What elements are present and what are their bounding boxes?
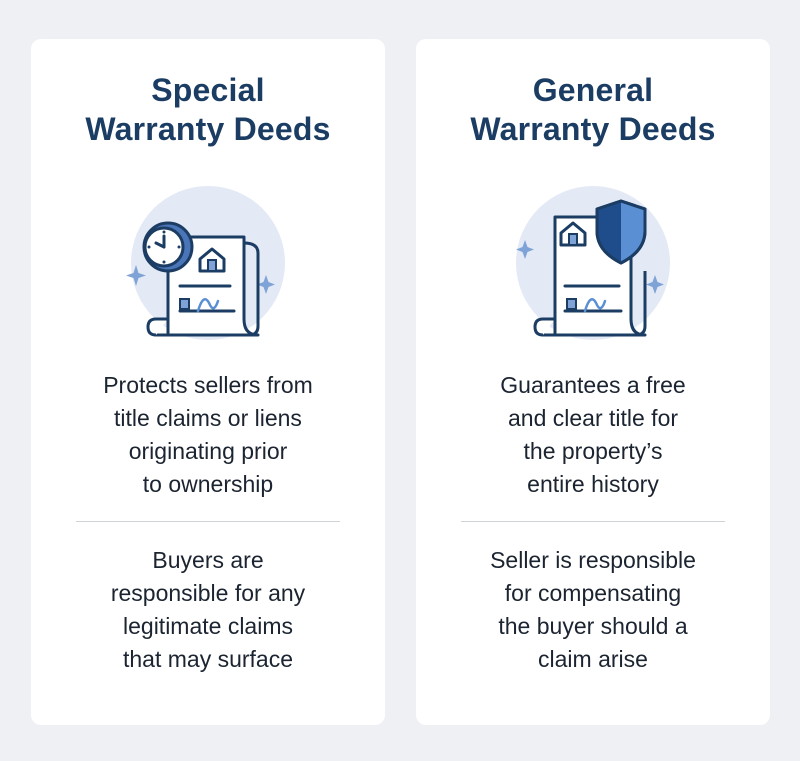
description-line: originating prior xyxy=(128,438,288,464)
responsibility-line: the buyer should a xyxy=(498,613,688,639)
responsibility-description: Seller is responsible for compensating t… xyxy=(416,544,770,676)
title-line: General xyxy=(532,72,654,108)
description-line: the property’s xyxy=(523,438,663,464)
responsibility-line: that may surface xyxy=(122,646,294,672)
responsibility-line: Buyers are xyxy=(152,547,264,573)
title-protection-description: Protects sellers from title claims or li… xyxy=(31,369,385,501)
divider xyxy=(76,521,340,522)
general-warranty-card: General Warranty Deeds Guara xyxy=(416,39,770,725)
responsibility-line: claim arise xyxy=(538,646,648,672)
special-warranty-card: Special Warranty Deeds xyxy=(31,39,385,725)
responsibility-line: responsible for any xyxy=(110,580,306,606)
responsibility-line: legitimate claims xyxy=(123,613,293,639)
divider xyxy=(461,521,725,522)
description-line: Protects sellers from xyxy=(103,372,313,398)
description-line: entire history xyxy=(527,471,659,497)
description-line: Guarantees a free xyxy=(500,372,686,398)
responsibility-line: Seller is responsible xyxy=(490,547,696,573)
card-title: Special Warranty Deeds xyxy=(31,71,385,149)
title-line: Warranty Deeds xyxy=(470,111,716,147)
title-line: Special xyxy=(151,72,265,108)
clock-deed-icon xyxy=(108,183,308,343)
responsibility-description: Buyers are responsible for any legitimat… xyxy=(31,544,385,676)
responsibility-line: for compensating xyxy=(504,580,682,606)
description-line: and clear title for xyxy=(507,405,679,431)
title-guarantee-description: Guarantees a free and clear title for th… xyxy=(416,369,770,501)
card-title: General Warranty Deeds xyxy=(416,71,770,149)
description-line: to ownership xyxy=(142,471,274,497)
shield-deed-icon xyxy=(493,183,693,343)
title-line: Warranty Deeds xyxy=(85,111,331,147)
description-line: title claims or liens xyxy=(114,405,302,431)
